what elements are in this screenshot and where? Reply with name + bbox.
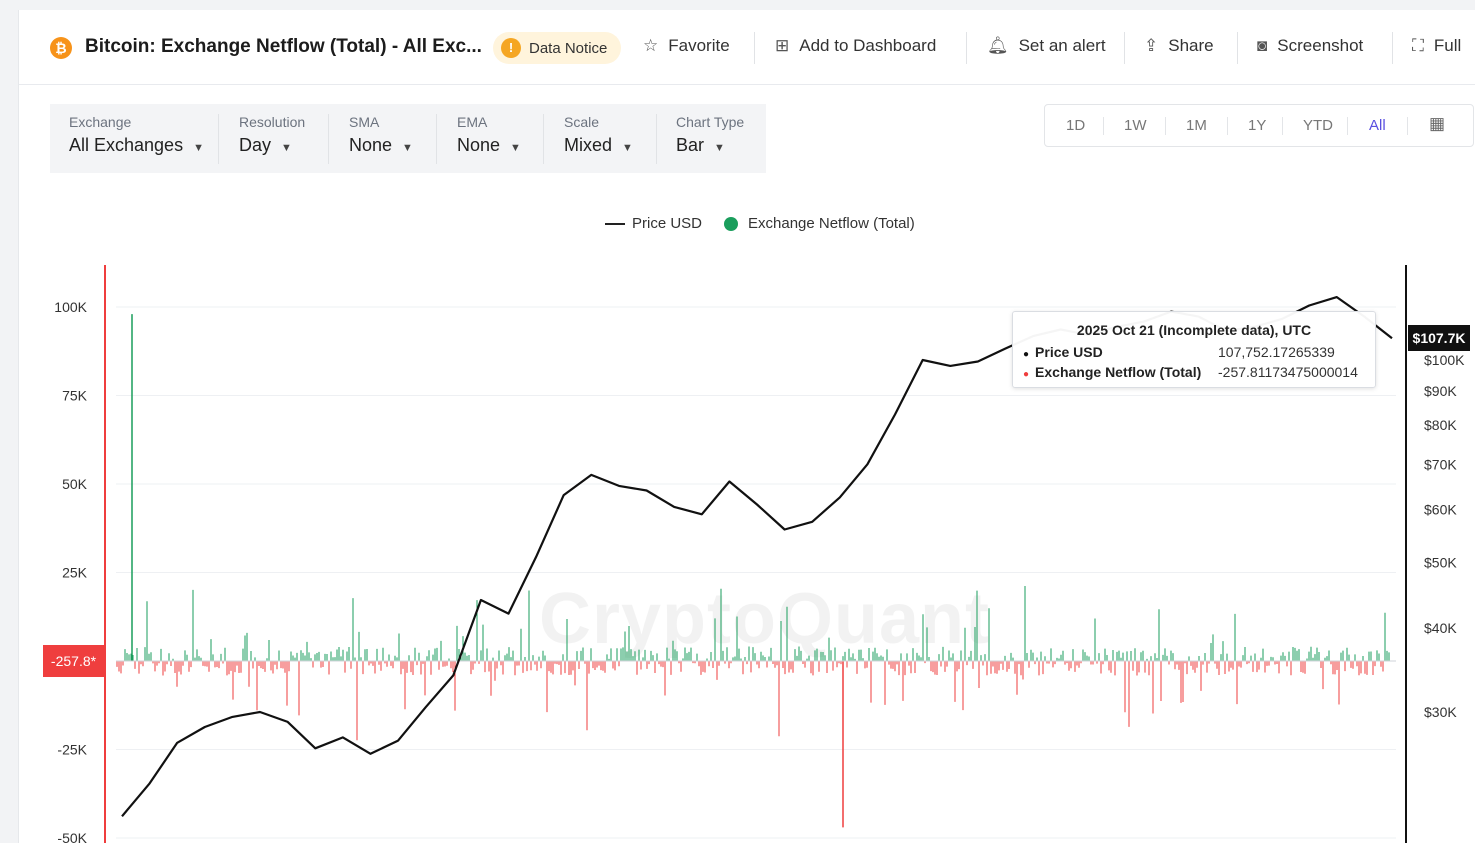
y-right-tick-label: $60K bbox=[1424, 501, 1457, 517]
exchange-value: All Exchanges bbox=[69, 135, 184, 155]
y-right-tick-label: $30K bbox=[1424, 704, 1457, 720]
scale-select[interactable]: Scale Mixed ▼ bbox=[564, 114, 633, 156]
ema-select[interactable]: EMA None ▼ bbox=[457, 114, 521, 156]
chart-type-label: Chart Type bbox=[676, 114, 745, 130]
netflow-bullet-icon: ● bbox=[1023, 369, 1030, 380]
chart-type-value: Bar bbox=[676, 135, 705, 155]
sma-value: None bbox=[349, 135, 393, 155]
caret-down-icon: ▼ bbox=[402, 142, 413, 154]
range-1m[interactable]: 1M bbox=[1186, 117, 1207, 134]
favorite-label: Favorite bbox=[668, 36, 730, 55]
camera-icon: ◙ bbox=[1257, 36, 1268, 55]
ema-label: EMA bbox=[457, 114, 488, 130]
y-right-tick-label: $80K bbox=[1424, 417, 1457, 433]
share-label: Share bbox=[1168, 36, 1214, 55]
chart-type-select[interactable]: Chart Type Bar ▼ bbox=[676, 114, 744, 156]
range-1w[interactable]: 1W bbox=[1124, 117, 1147, 134]
caret-down-icon: ▼ bbox=[281, 142, 292, 154]
resolution-label: Resolution bbox=[239, 114, 306, 130]
legend-price[interactable]: Price USD bbox=[605, 215, 702, 232]
caret-down-icon: ▼ bbox=[510, 142, 521, 154]
legend-netflow-label: Exchange Netflow (Total) bbox=[748, 215, 915, 232]
fullscreen-label: Full bbox=[1433, 36, 1462, 55]
resolution-select[interactable]: Resolution Day ▼ bbox=[239, 114, 305, 156]
add-to-dashboard-button[interactable]: ⊞ Add to Dashboard bbox=[775, 36, 936, 56]
y-left-tick-label: -25K bbox=[57, 742, 87, 758]
add-to-dashboard-label: Add to Dashboard bbox=[799, 36, 937, 55]
y-left-tick-label: -50K bbox=[57, 830, 87, 843]
sma-label: SMA bbox=[349, 114, 380, 130]
legend-line-swatch bbox=[605, 222, 625, 225]
add-dashboard-icon: ⊞ bbox=[775, 36, 790, 55]
chart-page: ₿ Bitcoin: Exchange Netflow (Total) - Al… bbox=[18, 10, 1475, 843]
caret-down-icon: ▼ bbox=[714, 142, 725, 154]
bell-icon: 🔔︎ bbox=[987, 36, 1009, 55]
screenshot-label: Screenshot bbox=[1277, 36, 1364, 55]
header-bar: ₿ Bitcoin: Exchange Netflow (Total) - Al… bbox=[19, 10, 1475, 85]
warning-icon: ! bbox=[501, 38, 521, 58]
fullscreen-icon: ⛶ bbox=[1412, 36, 1424, 55]
chart-svg: 100K 75K 50K 25K -25K -50K $100K $90K $80K $70K $6… bbox=[54, 265, 1465, 843]
range-selector: 1D 1W 1M 1Y YTD All ▦ bbox=[1044, 104, 1474, 147]
fullscreen-button[interactable]: ⛶ Full bbox=[1412, 36, 1461, 56]
current-netflow-badge: -257.8* bbox=[43, 645, 104, 677]
range-all[interactable]: All bbox=[1369, 117, 1386, 134]
y-left-tick-label: 75K bbox=[62, 388, 88, 404]
screenshot-button[interactable]: ◙ Screenshot bbox=[1257, 36, 1363, 56]
y-left-tick-label: 100K bbox=[54, 299, 87, 315]
chart-tooltip: 2025 Oct 21 (Incomplete data), UTC ● Pric… bbox=[1012, 311, 1376, 388]
resolution-value: Day bbox=[239, 135, 272, 155]
y-right-tick-label: $70K bbox=[1424, 456, 1457, 472]
share-button[interactable]: ⇪ Share bbox=[1144, 36, 1214, 56]
ema-value: None bbox=[457, 135, 501, 155]
data-notice-label: Data Notice bbox=[529, 39, 608, 57]
y-right-tick-label: $100K bbox=[1424, 352, 1465, 368]
set-alert-button[interactable]: 🔔︎ Set an alert bbox=[987, 36, 1106, 56]
scale-value: Mixed bbox=[564, 135, 613, 155]
sma-select[interactable]: SMA None ▼ bbox=[349, 114, 413, 156]
legend-dot-swatch bbox=[724, 216, 738, 231]
y-right-tick-label: $90K bbox=[1424, 383, 1457, 399]
legend-price-label: Price USD bbox=[632, 215, 703, 232]
share-icon: ⇪ bbox=[1144, 36, 1159, 55]
legend-netflow[interactable]: Exchange Netflow (Total) bbox=[724, 215, 915, 232]
y-left-tick-label: 50K bbox=[62, 476, 88, 492]
star-icon: ☆ bbox=[643, 36, 659, 55]
scale-label: Scale bbox=[564, 114, 600, 130]
range-1d[interactable]: 1D bbox=[1066, 117, 1086, 134]
filter-bar: Exchange All Exchanges ▼ Resolution Day ▼ … bbox=[50, 104, 766, 173]
exchange-label: Exchange bbox=[69, 114, 132, 130]
page-title: Bitcoin: Exchange Netflow (Total) - All … bbox=[85, 36, 482, 57]
tooltip-price-label: Price USD bbox=[1035, 344, 1103, 360]
exchange-select[interactable]: Exchange All Exchanges ▼ bbox=[69, 114, 204, 156]
tooltip-price-value: 107,752.17265339 bbox=[1218, 344, 1335, 360]
cryptoquant-watermark: CryptoQuant bbox=[539, 579, 990, 659]
y-right-tick-label: $50K bbox=[1424, 555, 1457, 571]
favorite-button[interactable]: ☆ Favorite bbox=[643, 36, 730, 56]
tooltip-netflow-value: -257.81173475000014 bbox=[1218, 364, 1358, 380]
calendar-icon[interactable]: ▦ bbox=[1429, 114, 1446, 133]
current-price-badge: $107.7K bbox=[1408, 325, 1470, 351]
y-left-tick-label: 25K bbox=[62, 565, 88, 581]
tooltip-netflow-label: Exchange Netflow (Total) bbox=[1035, 364, 1202, 380]
price-bullet-icon: ● bbox=[1023, 349, 1030, 360]
y-right-tick-label: $40K bbox=[1424, 620, 1457, 636]
bitcoin-icon: ₿ bbox=[50, 37, 72, 59]
tooltip-date: 2025 Oct 21 (Incomplete data), UTC bbox=[1076, 322, 1312, 338]
range-1y[interactable]: 1Y bbox=[1248, 117, 1267, 134]
set-alert-label: Set an alert bbox=[1018, 36, 1106, 55]
range-ytd[interactable]: YTD bbox=[1303, 117, 1333, 134]
data-notice-button[interactable]: ! Data Notice bbox=[493, 32, 622, 64]
caret-down-icon: ▼ bbox=[622, 142, 633, 154]
caret-down-icon: ▼ bbox=[193, 142, 204, 154]
